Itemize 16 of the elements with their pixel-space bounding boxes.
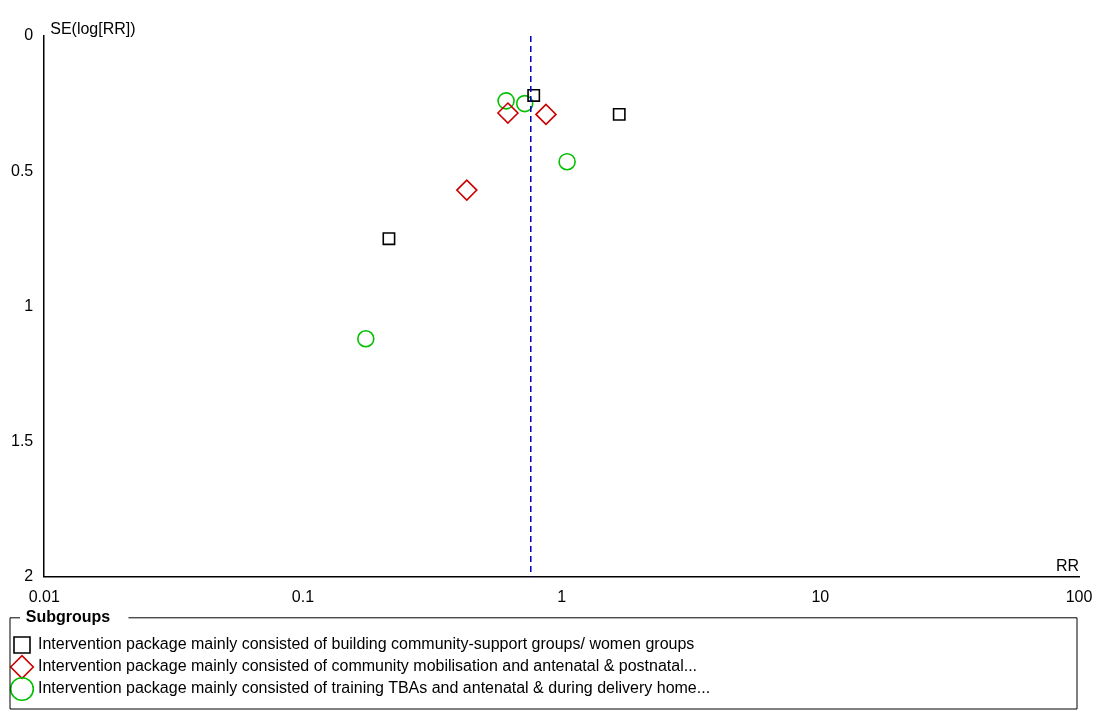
x-tick-label: 0.01 — [28, 587, 60, 605]
y-tick-label: 1 — [24, 296, 34, 314]
x-tick-label: 100 — [1065, 587, 1093, 605]
y-axis-title: SE(log[RR]) — [50, 20, 136, 38]
legend-title: Subgroups — [8, 608, 111, 626]
y-tick-label: 1.5 — [10, 431, 34, 449]
legend-label: Intervention package mainly consisted of community mobilisation and antenatal & postnatal... — [38, 657, 698, 675]
y-tick-label: 0.5 — [10, 161, 34, 179]
x-tick-label: 1 — [557, 587, 567, 605]
legend-label: Intervention package mainly consisted of building community-support groups/ women groups — [38, 635, 695, 653]
legend-label: Intervention package mainly consisted of training TBAs and antenatal & during delivery home... — [38, 679, 711, 697]
y-tick-label: 2 — [24, 567, 34, 585]
y-tick-label: 0 — [24, 26, 34, 44]
x-tick-label: 10 — [811, 587, 830, 605]
x-tick-label: 0.1 — [291, 587, 315, 605]
x-axis-title: RR — [1055, 557, 1079, 575]
